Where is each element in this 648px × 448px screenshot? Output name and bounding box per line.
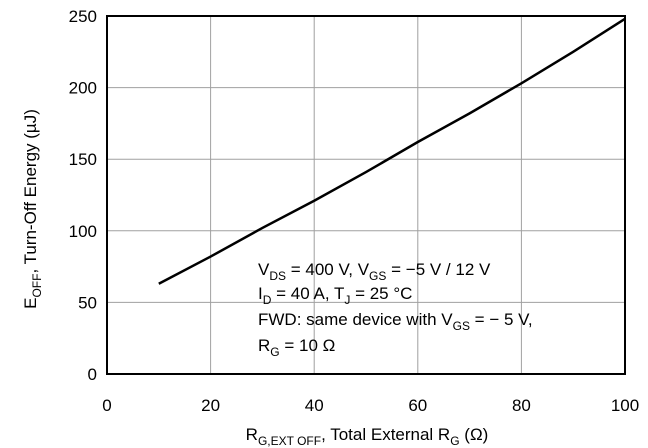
conditions-annotation: VDS = 400 V, VGS = −5 V / 12 V ID = 40 A… [258, 260, 533, 359]
x-tick-label: 20 [201, 396, 220, 415]
annotation-line-3: FWD: same device with VGS = − 5 V, [258, 310, 533, 333]
y-tick-labels: 0 50 100 150 200 250 [69, 7, 97, 384]
x-tick-label: 0 [102, 396, 111, 415]
y-tick-label: 150 [69, 150, 97, 169]
x-tick-label: 80 [512, 396, 531, 415]
annotation-line-1: VDS = 400 V, VGS = −5 V / 12 V [258, 260, 491, 283]
y-axis-title: EOFF, Turn-Off Energy (µJ) [21, 109, 44, 309]
annotation-line-2: ID = 40 A, TJ = 25 °C [258, 284, 412, 307]
grid-lines [107, 16, 625, 374]
y-tick-label: 0 [88, 365, 97, 384]
series-layer [158, 17, 626, 285]
x-tick-label: 60 [408, 396, 427, 415]
eoff-series-line [158, 17, 626, 285]
x-axis-title: RG,EXT OFF, Total External RG (Ω) [246, 425, 489, 448]
y-tick-label: 250 [69, 7, 97, 26]
annotation-line-4: RG = 10 Ω [258, 336, 335, 359]
x-tick-label: 40 [305, 396, 324, 415]
y-tick-label: 100 [69, 222, 97, 241]
y-tick-label: 50 [78, 293, 97, 312]
x-tick-label: 100 [611, 396, 639, 415]
y-tick-label: 200 [69, 79, 97, 98]
plot-frame [106, 15, 626, 375]
x-tick-labels: 0 20 40 60 80 100 [102, 396, 639, 415]
